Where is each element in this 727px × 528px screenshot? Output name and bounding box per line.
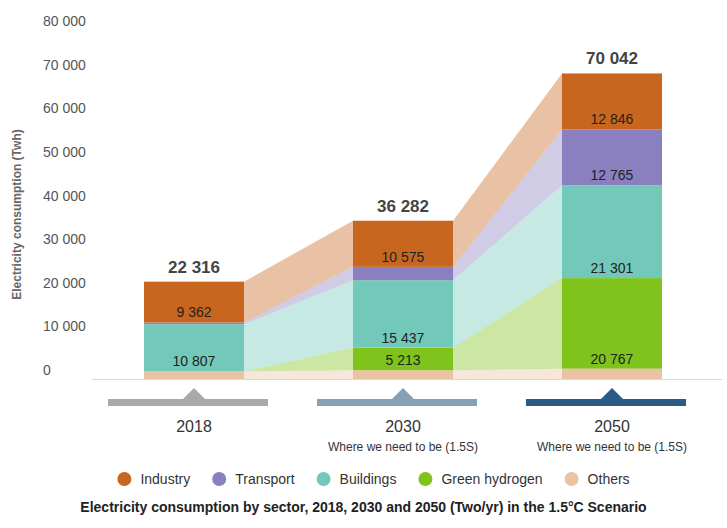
legend-swatch bbox=[418, 472, 432, 486]
connector-area bbox=[244, 221, 353, 323]
bar-segment bbox=[562, 369, 662, 379]
legend-label: Buildings bbox=[340, 471, 397, 487]
chart-title: Electricity consumption by sector, 2018,… bbox=[80, 499, 646, 515]
bar-segment bbox=[353, 370, 453, 379]
legend-swatch bbox=[212, 472, 226, 486]
y-tick-label: 50 000 bbox=[43, 144, 86, 160]
legend-swatch bbox=[117, 472, 131, 486]
y-tick-label: 30 000 bbox=[43, 231, 86, 247]
bar-segment bbox=[144, 324, 244, 371]
bar-segment bbox=[562, 278, 662, 369]
data-label: 10 807 bbox=[173, 353, 216, 369]
bar-segment bbox=[353, 348, 453, 371]
bar-segment bbox=[144, 322, 244, 324]
data-label: 5 213 bbox=[385, 352, 420, 368]
legend-swatch bbox=[317, 472, 331, 486]
bar-segment bbox=[562, 129, 662, 185]
bar-segment bbox=[353, 221, 453, 267]
category-pointer bbox=[391, 388, 415, 400]
category-marker bbox=[317, 399, 477, 406]
x-axis: 2018 2030 2050 Where we need to be (1.5S) Wh… bbox=[108, 388, 687, 454]
page: {"chart_data": { "type": "bar", "stacked… bbox=[0, 0, 727, 528]
annotation: Where we need to be (1.5S) bbox=[328, 440, 478, 454]
plot-area bbox=[144, 73, 662, 379]
bar-segment bbox=[144, 282, 244, 323]
y-tick-label: 20 000 bbox=[43, 275, 86, 291]
data-label: 12 765 bbox=[591, 167, 634, 183]
data-label: 21 301 bbox=[591, 260, 634, 276]
x-axis-line bbox=[92, 379, 722, 380]
data-label: 9 362 bbox=[176, 304, 211, 320]
legend-swatch bbox=[565, 472, 579, 486]
category-pointer bbox=[182, 388, 206, 400]
y-tick-label: 40 000 bbox=[43, 188, 86, 204]
total-label: 70 042 bbox=[586, 49, 638, 68]
bar-segment bbox=[144, 371, 244, 379]
y-tick-label: 0 bbox=[43, 362, 51, 378]
category-pointer bbox=[600, 388, 624, 400]
x-tick-label: 2030 bbox=[385, 418, 421, 435]
y-axis-title: Electricity consumption (Twh) bbox=[10, 129, 24, 299]
category-marker bbox=[108, 399, 268, 406]
x-tick-label: 2018 bbox=[176, 418, 212, 435]
y-tick-label: 70 000 bbox=[43, 57, 86, 73]
legend-label: Green hydrogen bbox=[441, 471, 542, 487]
chart: 0 10 000 20 000 30 000 40 000 50 000 60 000 70 … bbox=[0, 0, 727, 528]
legend-label: Others bbox=[588, 471, 630, 487]
y-ticks: 0 10 000 20 000 30 000 40 000 50 000 60 000 70 … bbox=[43, 13, 86, 378]
legend-label: Transport bbox=[235, 471, 295, 487]
connector-area bbox=[244, 370, 353, 379]
bar-segment bbox=[562, 185, 662, 278]
x-tick-label: 2050 bbox=[594, 418, 630, 435]
data-label: 10 575 bbox=[382, 249, 425, 265]
data-label: 20 767 bbox=[591, 351, 634, 367]
bar-segment bbox=[353, 280, 453, 347]
y-tick-label: 60 000 bbox=[43, 100, 86, 116]
legend: Industry Transport Buildings Green hydrogen… bbox=[117, 471, 629, 487]
bar-segment bbox=[353, 267, 453, 280]
connector-area bbox=[453, 73, 562, 266]
total-label: 22 316 bbox=[168, 258, 220, 277]
data-label: 15 437 bbox=[382, 330, 425, 346]
y-tick-label: 80 000 bbox=[43, 13, 86, 29]
bar-segment bbox=[562, 73, 662, 129]
y-tick-label: 10 000 bbox=[43, 318, 86, 334]
category-marker bbox=[526, 399, 686, 406]
annotation: Where we need to be (1.5S) bbox=[537, 440, 687, 454]
data-labels: 9 362 10 575 12 846 12 765 10 807 15 437 21 30… bbox=[173, 111, 634, 369]
data-label: 12 846 bbox=[591, 111, 634, 127]
legend-label: Industry bbox=[140, 471, 190, 487]
connector-area bbox=[453, 369, 562, 379]
total-label: 36 282 bbox=[377, 197, 429, 216]
